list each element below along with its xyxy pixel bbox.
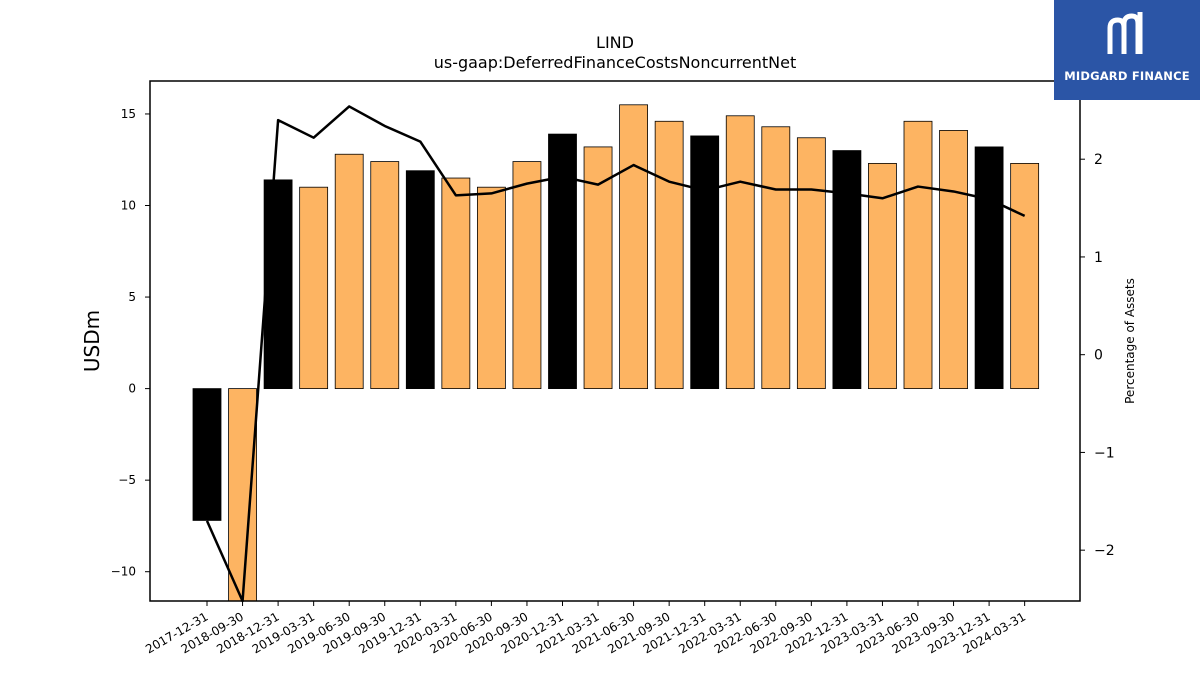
y-tick-label: −10 — [111, 565, 136, 579]
y-axis-label: USDm — [80, 310, 104, 372]
bar-2022-09-30 — [796, 137, 826, 390]
bar-2017-12-31 — [192, 388, 222, 521]
bar-2023-06-30 — [903, 120, 933, 390]
brand-logo: MIDGARD FINANCE — [1054, 0, 1200, 100]
y-tick-label: 0 — [128, 382, 136, 396]
bar-2018-09-30 — [228, 388, 257, 602]
logo-text: MIDGARD FINANCE — [1064, 69, 1190, 83]
bar-2020-09-30 — [512, 161, 542, 390]
y-tick-label: −5 — [118, 473, 136, 487]
y2-tick-label: −2 — [1094, 543, 1115, 559]
bars-layer — [192, 104, 1040, 602]
bar-2023-12-31 — [974, 146, 1004, 390]
bar-2021-09-30 — [654, 120, 684, 390]
y-tick-label: 5 — [128, 290, 136, 304]
bar-2020-03-31 — [441, 177, 471, 390]
plot-frame — [149, 80, 1081, 602]
y2-axis-label: Percentage of Assets — [1123, 278, 1137, 404]
bar-2021-06-30 — [619, 104, 648, 390]
bar-2018-12-31 — [263, 179, 293, 390]
bar-2023-03-31 — [868, 162, 897, 390]
bar-2019-12-31 — [405, 170, 435, 390]
chart-title: LIND — [596, 33, 634, 52]
y2-tick-label: 0 — [1094, 348, 1103, 364]
logo-icon — [1107, 12, 1143, 54]
bar-2019-03-31 — [299, 186, 329, 390]
bar-2021-03-31 — [583, 146, 613, 390]
percentage-line — [205, 105, 1026, 603]
bar-2020-06-30 — [476, 186, 506, 390]
bar-2021-12-31 — [690, 135, 720, 390]
bar-2020-12-31 — [548, 133, 577, 390]
chart-subtitle: us-gaap:DeferredFinanceCostsNoncurrentNe… — [434, 53, 797, 72]
y-tick-label: 15 — [121, 107, 136, 121]
bar-2022-06-30 — [761, 126, 791, 390]
bar-2022-12-31 — [832, 150, 862, 390]
bar-2019-09-30 — [370, 161, 400, 390]
y2-tick-label: 1 — [1094, 250, 1103, 266]
line-layer — [205, 105, 1026, 603]
bar-2019-06-30 — [334, 153, 364, 390]
bar-2023-09-30 — [939, 130, 968, 390]
bar-2022-03-31 — [725, 115, 755, 390]
bar-2024-03-31 — [1010, 162, 1040, 390]
y2-tick-label: 2 — [1094, 152, 1103, 168]
y-tick-label: 10 — [121, 199, 136, 213]
y2-tick-label: −1 — [1094, 445, 1115, 461]
